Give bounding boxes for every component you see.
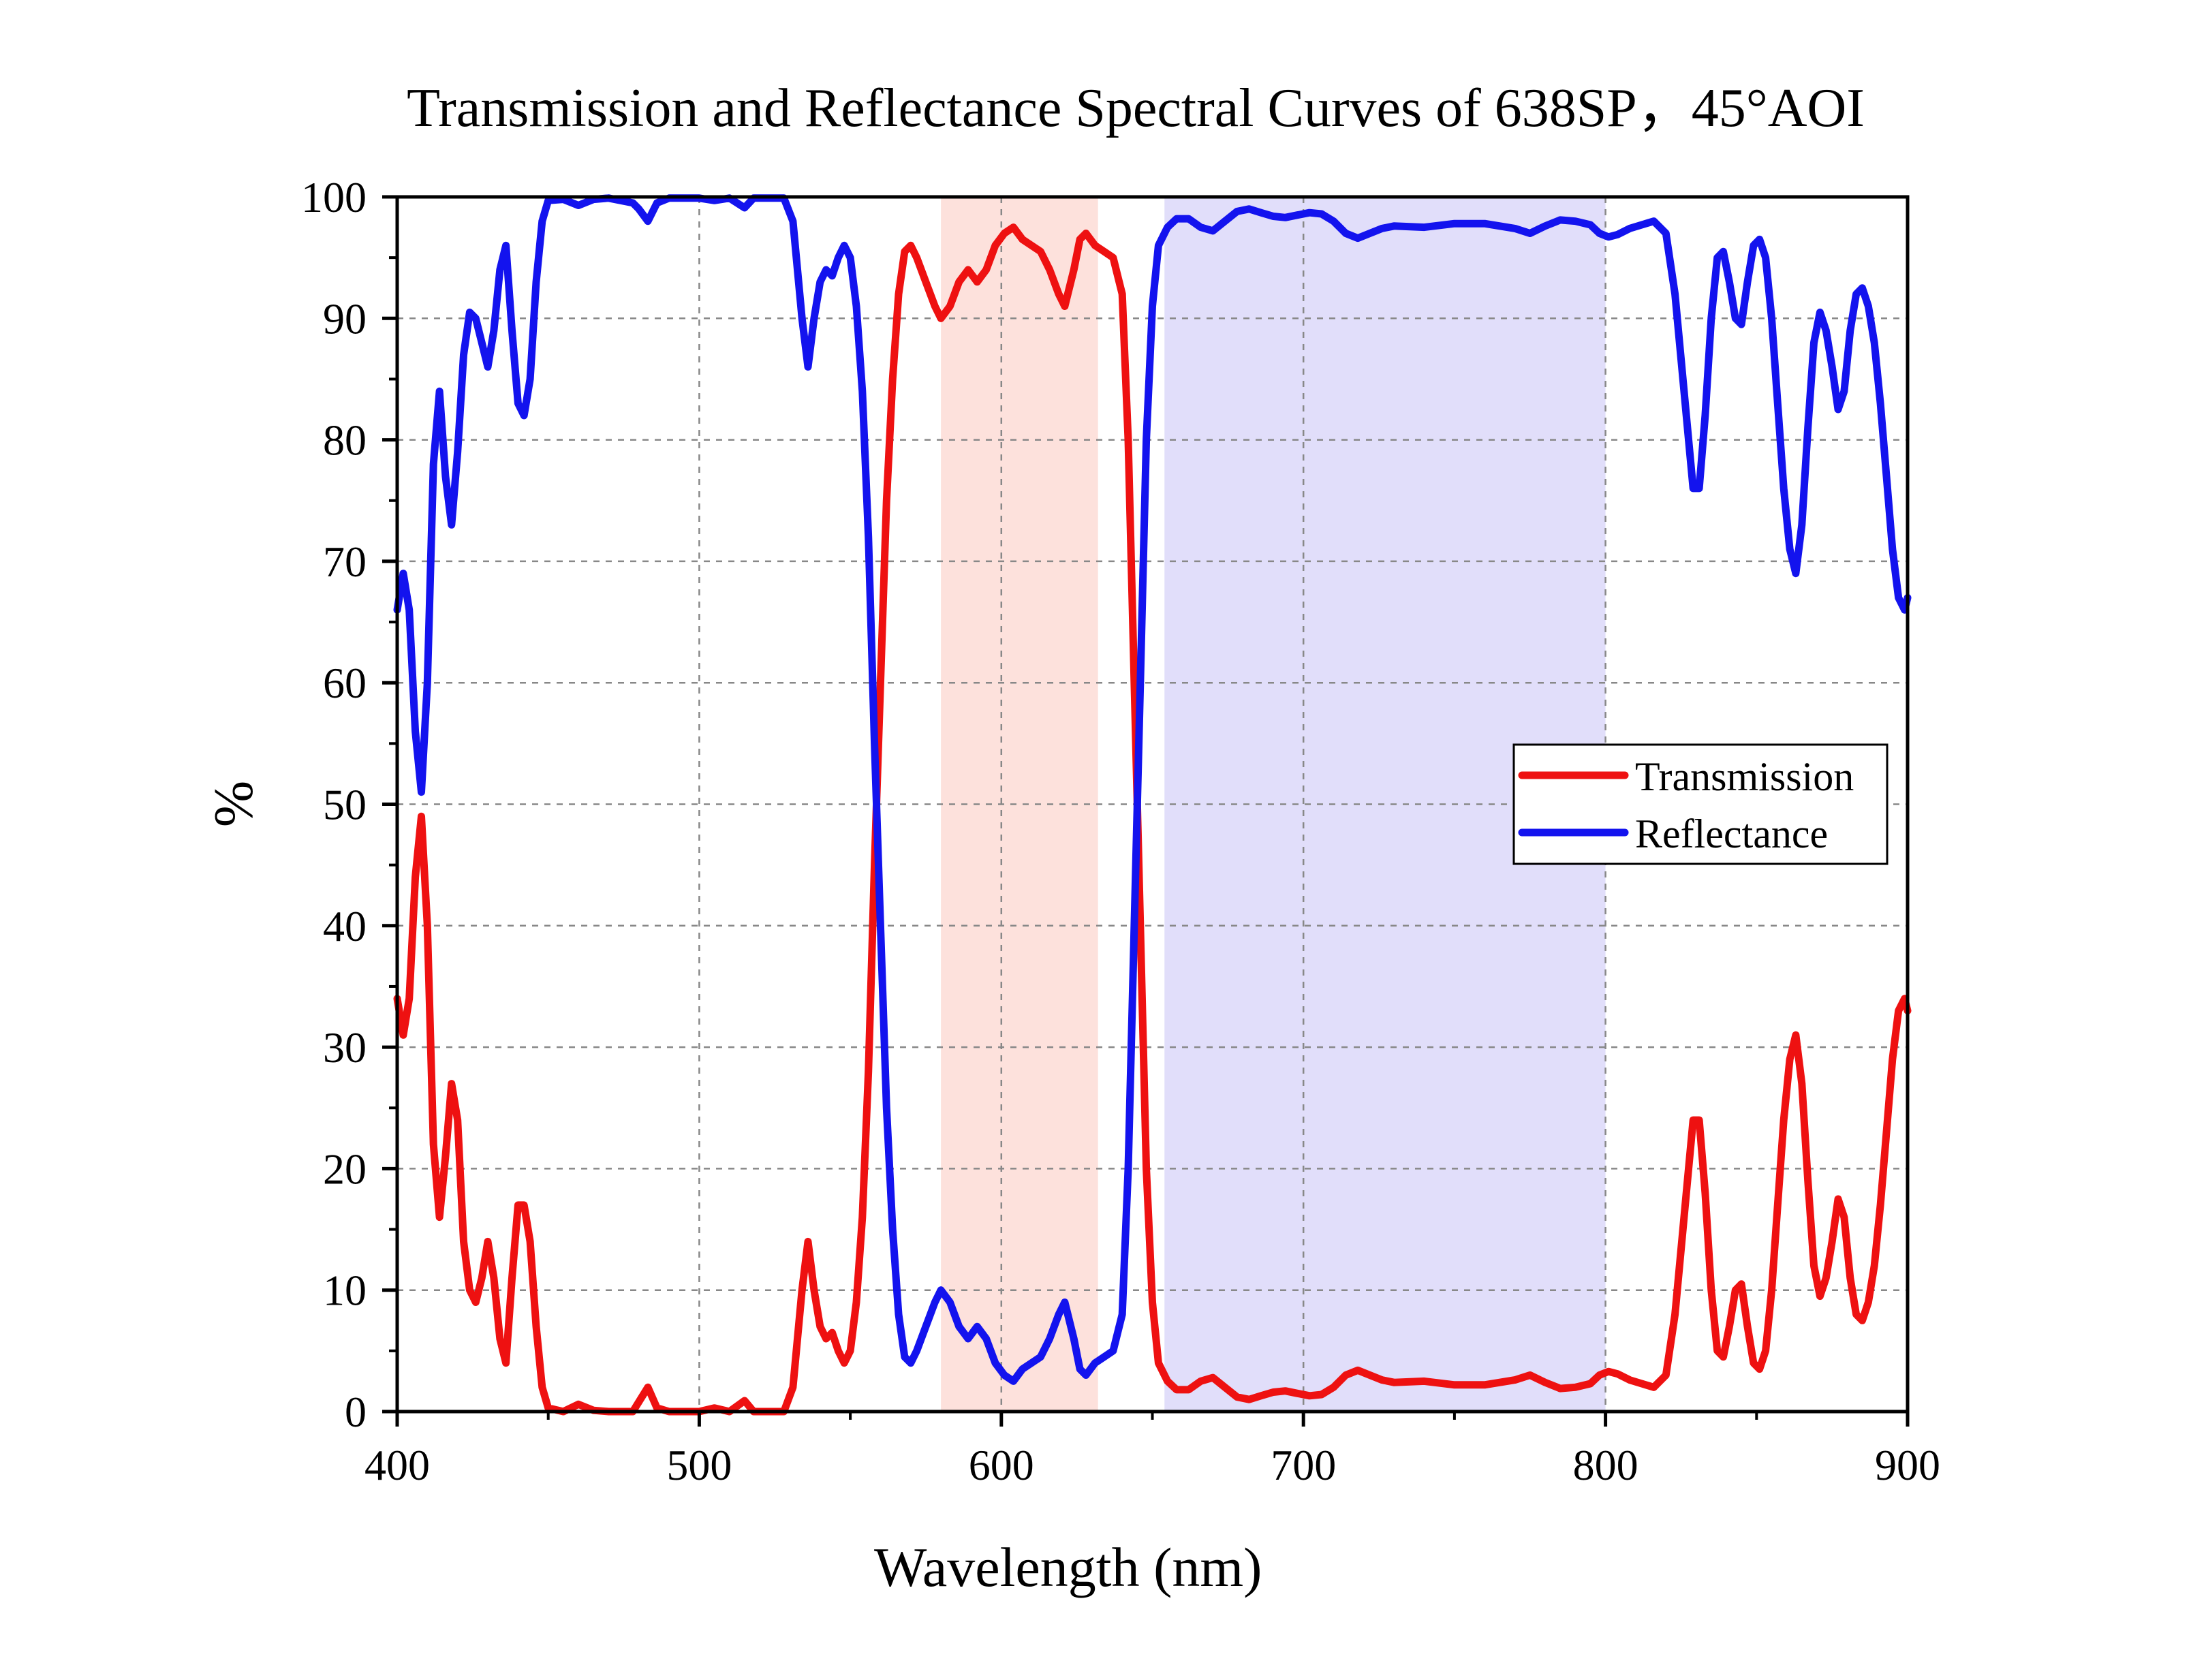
y-tick-label: 70 — [323, 538, 367, 586]
series-line-reflectance — [393, 194, 1912, 1385]
y-tick-label: 0 — [345, 1388, 367, 1436]
legend-label-reflectance: Reflectance — [1635, 811, 1828, 856]
y-tick-label: 60 — [323, 659, 367, 707]
legend-box — [1512, 743, 1889, 865]
y-tick-label: 20 — [323, 1145, 367, 1193]
y-tick-label: 50 — [323, 781, 367, 829]
y-tick-label: 90 — [323, 294, 367, 343]
x-tick-label: 400 — [364, 1441, 430, 1489]
y-tick-label: 80 — [323, 416, 367, 465]
y-axis-title: % — [202, 781, 264, 827]
x-tick-label: 600 — [969, 1441, 1034, 1489]
axis-ticks — [382, 195, 1910, 1427]
legend: Transmission Reflectance — [1512, 743, 1889, 865]
x-tick-label: 700 — [1271, 1441, 1336, 1489]
y-tick-label: 40 — [323, 902, 367, 950]
y-tick-label: 30 — [323, 1023, 367, 1072]
tick-labels: 400 500 600 700 800 900 0 10 20 30 40 50 60 70 80 90 100 — [301, 173, 1940, 1489]
series-lines — [393, 194, 1912, 1416]
legend-label-transmission: Transmission — [1635, 754, 1854, 799]
y-tick-label: 10 — [323, 1266, 367, 1315]
x-tick-label: 500 — [666, 1441, 732, 1489]
x-tick-label: 900 — [1875, 1441, 1940, 1489]
x-axis-title: Wavelength (nm) — [874, 1536, 1262, 1598]
y-tick-label: 100 — [301, 173, 367, 221]
series-line-transmission — [393, 223, 1912, 1416]
chart-title: Transmission and Reflectance Spectral Cu… — [407, 78, 1865, 138]
x-tick-label: 800 — [1573, 1441, 1638, 1489]
